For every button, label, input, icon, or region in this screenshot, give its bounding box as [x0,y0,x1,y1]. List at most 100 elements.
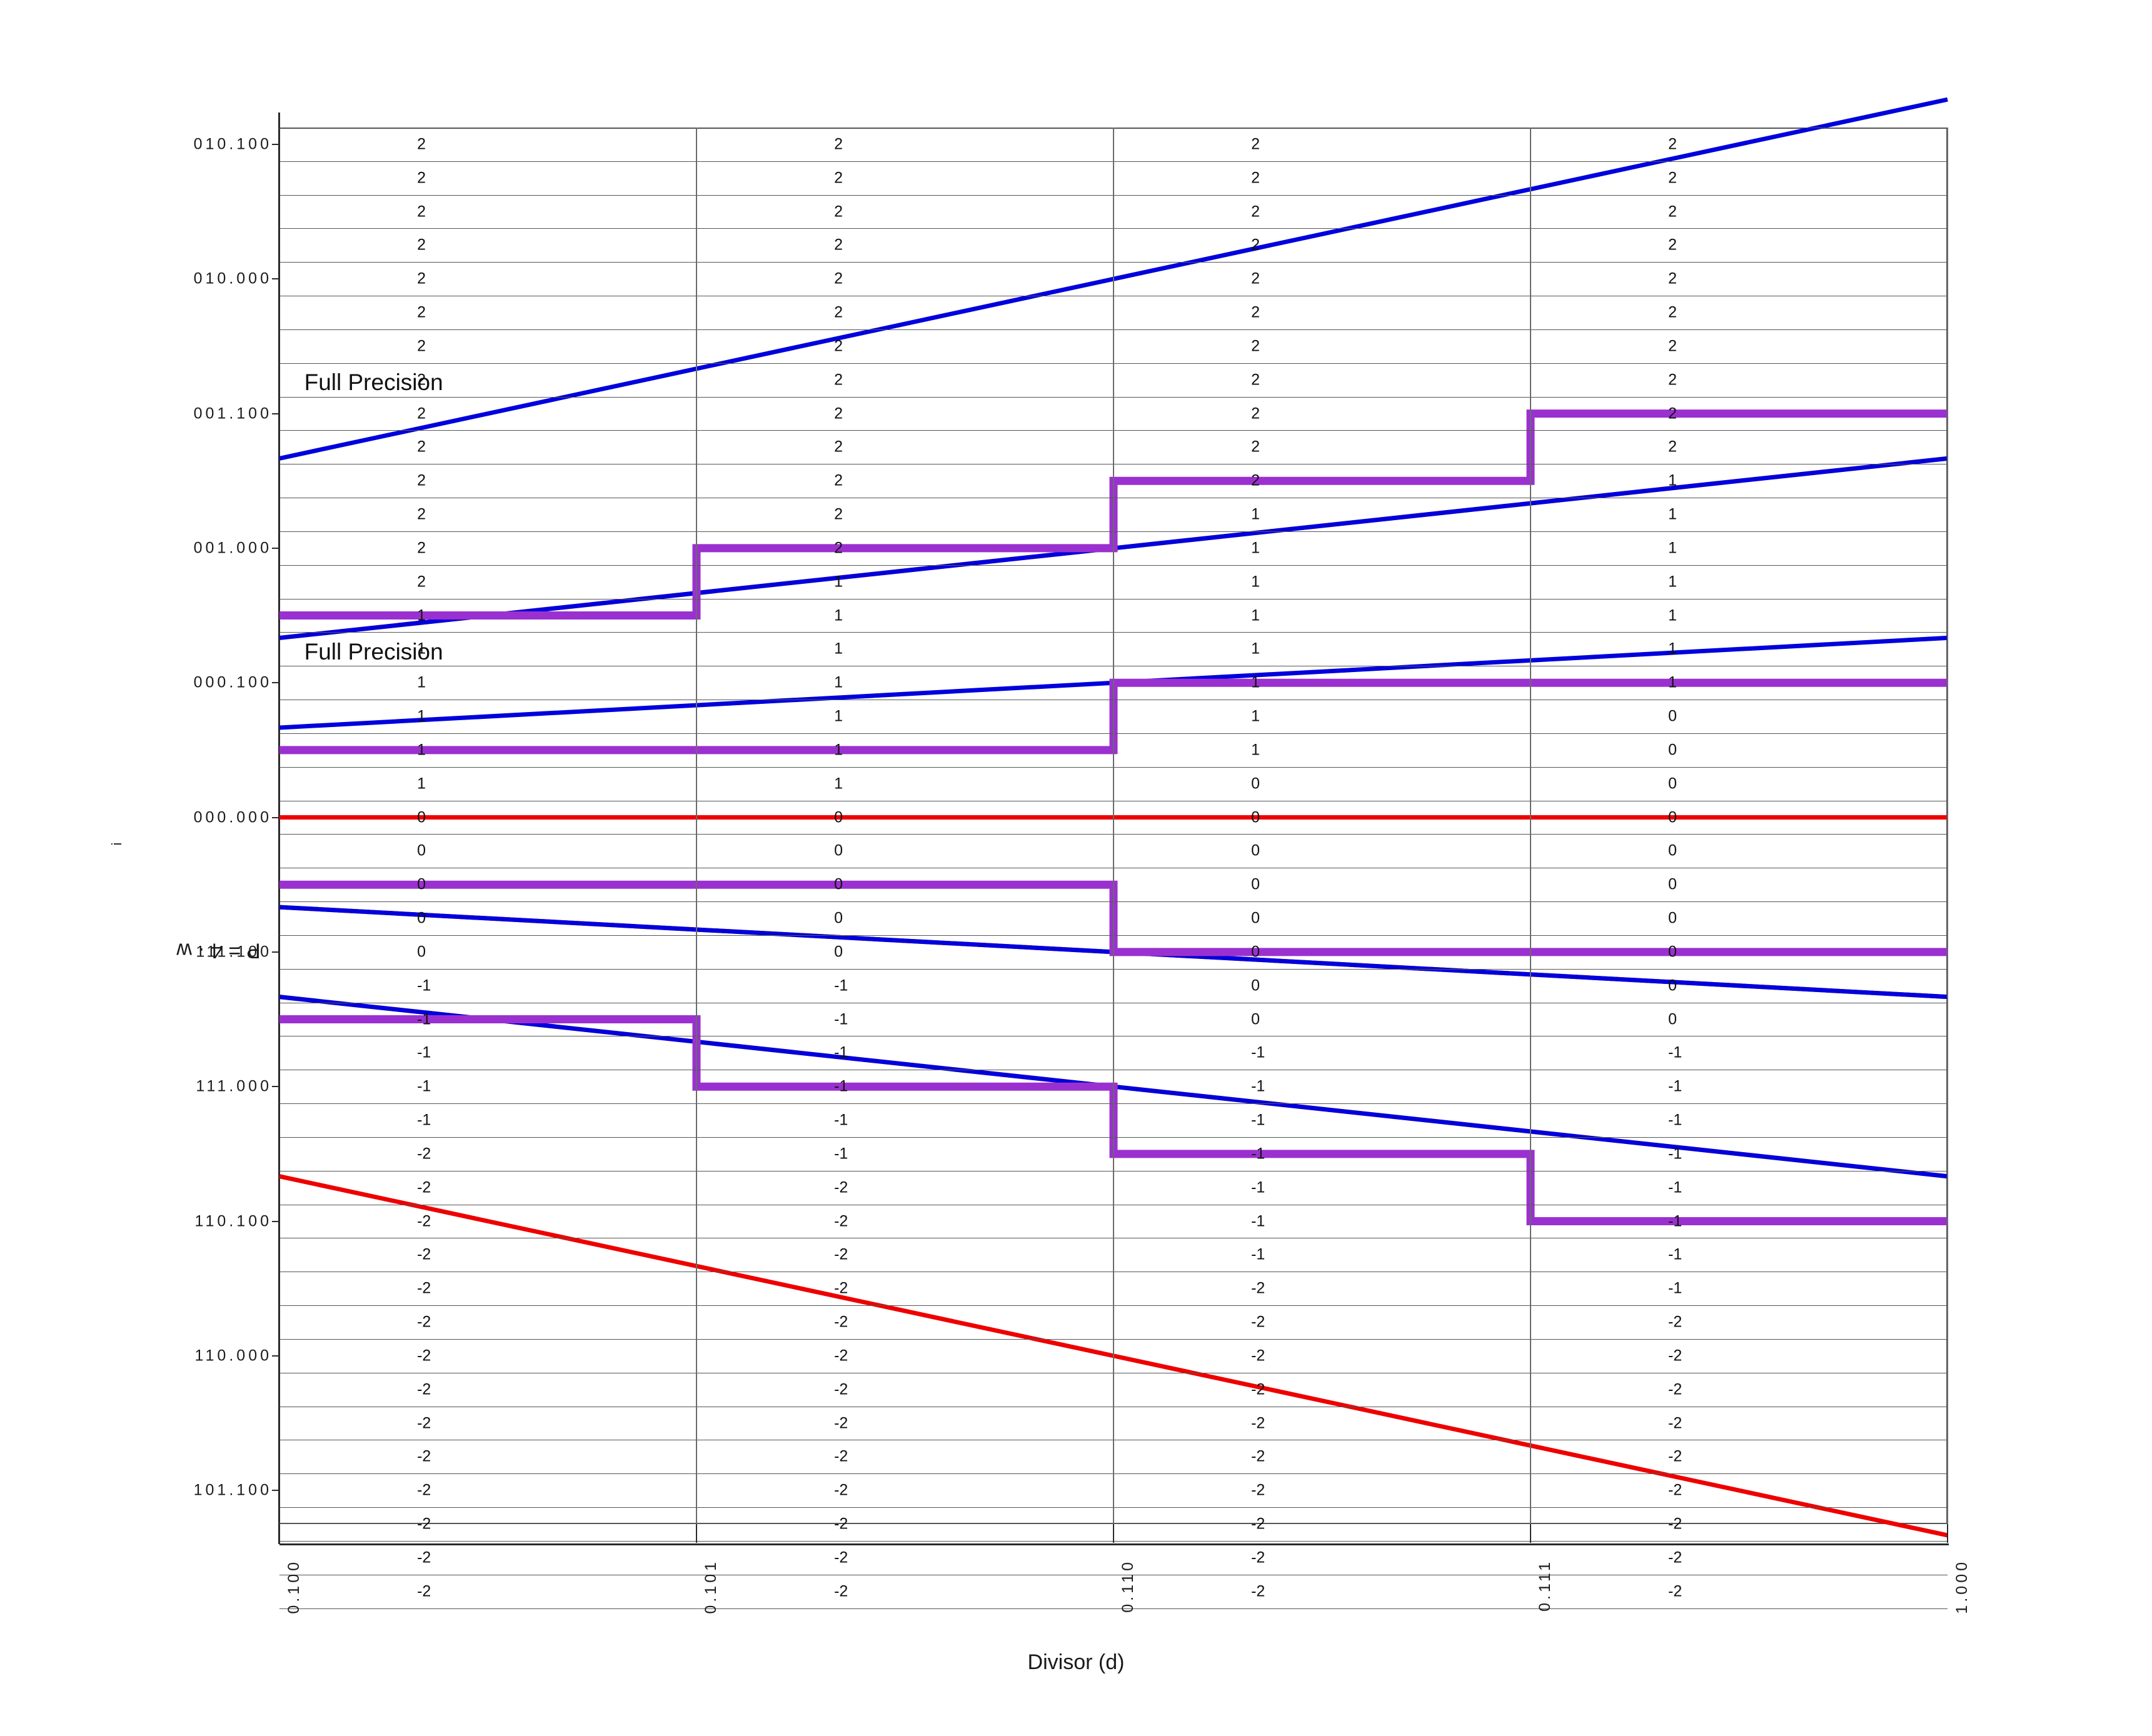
quotient-digit-cell: 2 [1251,135,1260,153]
y-axis-tick [272,144,279,145]
quotient-digit-cell: 2 [417,573,426,591]
x-axis-tick-label: 0.111 [1536,1559,1554,1612]
y-axis-tick-label: 001.000 [194,539,272,557]
quotient-digit-cell: -2 [1251,1515,1265,1533]
quotient-digit-cell: 2 [417,539,426,557]
quotient-digit-cell: -1 [834,1145,848,1163]
quotient-digit-cell: -2 [1668,1414,1682,1432]
quotient-digit-cell: 2 [1668,270,1677,288]
quotient-digit-cell: -2 [417,1515,431,1533]
quotient-digit-cell: 0 [834,808,843,826]
y-axis-tick-label: 111.000 [196,1078,272,1096]
quotient-digit-cell: 0 [1251,775,1260,793]
y-axis-title: P = 4 · wi [94,725,131,975]
quotient-digit-cell: 0 [1251,976,1260,995]
quotient-digit-cell: 2 [1251,169,1260,187]
quotient-digit-cell: -1 [1668,1212,1682,1230]
quotient-digit-cell: 2 [834,472,843,490]
quotient-digit-cell: -2 [1668,1313,1682,1332]
quotient-digit-cell: -2 [417,1347,431,1365]
quotient-digit-cell: 2 [1668,404,1677,423]
quotient-digit-cell: 1 [1251,506,1260,524]
y-axis-tick [272,682,279,683]
grid-line-vertical [1113,128,1114,1524]
quotient-digit-cell: -2 [834,1448,848,1466]
quotient-digit-cell: 1 [1251,674,1260,692]
quotient-digit-cell: 1 [1668,539,1677,557]
quotient-digit-cell: 2 [417,135,426,153]
quotient-digit-cell: 1 [834,741,843,759]
y-axis-tick-label: 101.100 [194,1482,272,1500]
quotient-digit-cell: -2 [1668,1380,1682,1398]
x-axis-tick [1113,1524,1114,1543]
quotient-digit-cell: 0 [1251,876,1260,894]
quotient-digit-cell: -2 [834,1246,848,1264]
y-axis-tick-label: 110.100 [194,1212,272,1230]
quotient-digit-cell: -2 [834,1380,848,1398]
quotient-digit-cell: -2 [834,1582,848,1600]
quotient-digit-cell: -1 [1251,1145,1265,1163]
quotient-digit-cell: -2 [417,1414,431,1432]
quotient-digit-cell: 0 [1668,976,1677,995]
quotient-digit-cell: -1 [1668,1078,1682,1096]
quotient-digit-cell: 2 [834,506,843,524]
quotient-digit-cell: 2 [834,135,843,153]
quotient-digit-cell: -2 [1251,1347,1265,1365]
quotient-digit-cell: -1 [834,976,848,995]
y-axis-tick [272,951,279,953]
quotient-digit-cell: 2 [417,203,426,221]
y-axis-tick-label: 001.100 [194,404,272,423]
quotient-digit-cell: -2 [1668,1548,1682,1567]
quotient-digit-cell: -1 [1251,1178,1265,1197]
quotient-digit-cell: -1 [417,976,431,995]
quotient-digit-cell: -2 [417,1548,431,1567]
y-axis-tick [272,278,279,279]
quotient-digit-cell: 1 [834,674,843,692]
quotient-digit-cell: 0 [834,910,843,928]
quotient-digit-cell: 2 [417,169,426,187]
quotient-digit-cell: 1 [1251,606,1260,625]
quotient-digit-cell: -2 [1668,1515,1682,1533]
quotient-digit-cell: 2 [834,438,843,456]
pd-plot-page: P = 4 · wi 0.1000.1010.1100.1111.000010.… [0,0,2152,1736]
quotient-digit-cell: -2 [417,1145,431,1163]
quotient-digit-cell: 2 [1668,169,1677,187]
quotient-digit-cell: 1 [1251,708,1260,726]
quotient-digit-cell: -1 [1251,1111,1265,1130]
quotient-digit-cell: 0 [1668,943,1677,961]
quotient-digit-cell: -2 [834,1347,848,1365]
quotient-digit-cell: 0 [834,842,843,860]
quotient-digit-cell: 1 [1668,674,1677,692]
quotient-digit-cell: -2 [417,1448,431,1466]
x-axis-tick [1530,1524,1531,1543]
quotient-digit-cell: 1 [834,640,843,658]
quotient-digit-cell: 1 [417,674,426,692]
quotient-digit-cell: -2 [1251,1548,1265,1567]
quotient-digit-cell: -2 [1251,1414,1265,1432]
quotient-digit-cell: 2 [1668,371,1677,389]
quotient-digit-cell: 1 [1251,573,1260,591]
quotient-digit-cell: 0 [417,910,426,928]
quotient-digit-cell: 1 [1668,573,1677,591]
quotient-digit-cell: 2 [1251,304,1260,322]
quotient-digit-cell: 0 [417,808,426,826]
quotient-digit-cell: 2 [834,203,843,221]
x-axis-tick-label: 0.110 [1119,1559,1137,1613]
y-axis-tick-label: 000.000 [194,808,272,826]
y-axis-tick [272,1221,279,1222]
quotient-digit-cell: 2 [1251,472,1260,490]
quotient-digit-cell: 2 [417,472,426,490]
quotient-digit-cell: -2 [834,1414,848,1432]
quotient-digit-cell: -1 [1668,1280,1682,1298]
x-axis-tick [279,1524,280,1543]
grid-line-vertical [696,128,697,1524]
quotient-digit-cell: 2 [834,371,843,389]
quotient-digit-cell: 2 [834,270,843,288]
quotient-digit-cell: 2 [417,438,426,456]
quotient-digit-cell: -1 [417,1010,431,1028]
quotient-digit-cell: -1 [1251,1246,1265,1264]
quotient-digit-cell: -2 [834,1280,848,1298]
quotient-digit-cell: -2 [417,1482,431,1500]
quotient-digit-cell: -1 [834,1111,848,1130]
quotient-digit-cell: 2 [1251,236,1260,254]
